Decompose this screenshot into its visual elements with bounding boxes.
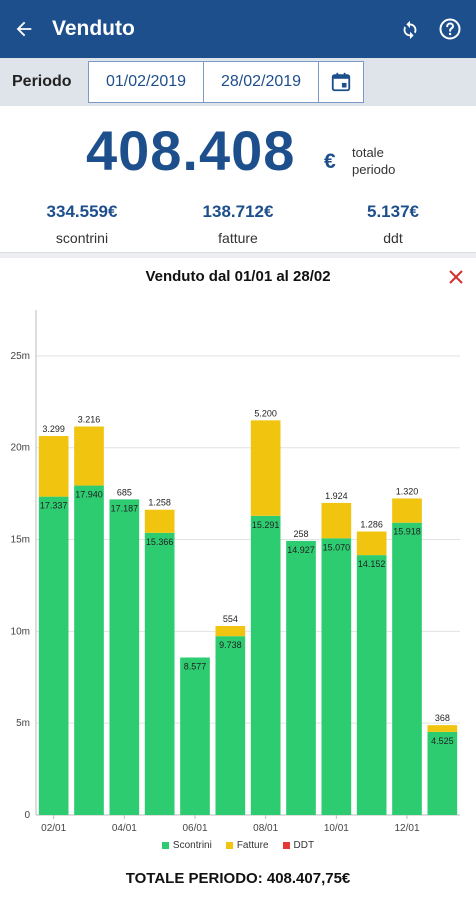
data-label-scontrini: 4.525 xyxy=(431,736,454,746)
data-label-fatture: 3.216 xyxy=(78,414,101,424)
data-label-scontrini: 15.366 xyxy=(146,537,174,547)
data-label-fatture: 258 xyxy=(293,529,308,539)
refresh-icon xyxy=(403,20,417,40)
refresh-button[interactable] xyxy=(390,0,430,58)
data-label-fatture: 5.200 xyxy=(254,408,277,418)
bar-scontrini xyxy=(356,555,387,815)
stacked-bar-chart: 0 5m 10m 15m 20m 25m 17.337 3.299 17.940 3.216 17.… xyxy=(11,310,460,834)
chart-title: Venduto dal 01/01 al 28/02 xyxy=(145,268,331,285)
bar-scontrini xyxy=(286,540,316,815)
y-tick-label: 10m xyxy=(11,626,30,637)
subtotal-value: 334.559€ xyxy=(46,202,118,221)
subtotal-fatture: 138.712€ fatture xyxy=(163,202,313,246)
subtotal-label: ddt xyxy=(383,230,403,246)
data-label-fatture: 685 xyxy=(117,487,132,497)
subtotal-value: 138.712€ xyxy=(202,202,274,221)
calendar-icon xyxy=(331,72,351,92)
y-tick-label: 0 xyxy=(24,810,30,821)
x-tick-label: 02/01 xyxy=(41,823,66,834)
data-label-fatture: 1.286 xyxy=(360,520,383,530)
data-label-scontrini: 17.940 xyxy=(75,490,103,500)
y-tick-label: 5m xyxy=(16,718,30,729)
x-tick-label: 04/01 xyxy=(112,823,137,834)
period-bar: Periodo xyxy=(0,58,476,106)
data-label-fatture: 368 xyxy=(435,713,450,723)
bar-fatture xyxy=(321,502,352,539)
period-total-footer: TOTALE PERIODO: 408.407,75€ xyxy=(125,870,351,887)
total-value: 408.408 xyxy=(86,119,296,182)
chart-legend: Scontrini Fatture DDT xyxy=(0,840,476,851)
y-tick-label: 15m xyxy=(11,535,30,546)
x-tick-label: 12/01 xyxy=(394,823,419,834)
data-label-scontrini: 15.070 xyxy=(323,542,351,552)
help-icon xyxy=(439,18,461,40)
bar-scontrini xyxy=(38,496,69,815)
legend-item-scontrini: Scontrini xyxy=(161,840,212,851)
data-label-scontrini: 15.291 xyxy=(252,520,280,530)
section-divider xyxy=(0,252,476,258)
data-label-fatture: 1.924 xyxy=(325,491,348,501)
total-label: totale periodo xyxy=(352,145,396,177)
app-bar: Venduto xyxy=(0,0,476,58)
data-label-fatture: 3.299 xyxy=(42,424,65,434)
bar-scontrini xyxy=(74,485,104,815)
data-label-scontrini: 9.738 xyxy=(219,640,242,650)
y-tick-label: 25m xyxy=(11,351,30,362)
x-tick-label: 10/01 xyxy=(324,823,349,834)
bar-scontrini xyxy=(392,522,422,815)
data-label-scontrini: 14.927 xyxy=(287,545,315,555)
data-label-fatture: 1.320 xyxy=(396,486,419,496)
close-chart-button[interactable] xyxy=(444,265,468,289)
legend-swatch xyxy=(225,842,233,849)
data-label-scontrini: 8.577 xyxy=(184,661,207,671)
legend-item-ddt: DDT xyxy=(282,840,314,851)
data-label-scontrini: 17.187 xyxy=(111,503,139,513)
subtotal-value: 5.137€ xyxy=(367,202,419,221)
data-label-scontrini: 15.918 xyxy=(393,527,421,537)
data-label-scontrini: 17.337 xyxy=(40,501,68,511)
help-button[interactable] xyxy=(430,0,470,58)
subtotal-ddt: 5.137€ ddt xyxy=(318,202,468,246)
date-from-input[interactable] xyxy=(88,61,204,103)
bar-fatture xyxy=(250,420,281,516)
bar-scontrini xyxy=(427,731,458,815)
legend-swatch xyxy=(161,842,169,849)
bar-fatture xyxy=(74,426,104,486)
data-label-fatture: 1.258 xyxy=(148,498,171,508)
bar-scontrini xyxy=(144,532,175,815)
x-tick-label: 08/01 xyxy=(253,823,278,834)
bar-scontrini xyxy=(215,636,246,815)
bar-fatture xyxy=(427,725,458,732)
total-summary: 408.408 € totale periodo xyxy=(0,112,476,190)
total-currency: € xyxy=(324,150,336,173)
page-title: Venduto xyxy=(52,17,135,40)
data-label-fatture: 554 xyxy=(223,614,238,624)
legend-item-fatture: Fatture xyxy=(225,840,269,851)
x-tick-label: 06/01 xyxy=(182,823,207,834)
arrow-left-icon xyxy=(16,21,32,37)
bar-fatture xyxy=(38,436,69,497)
bar-fatture xyxy=(392,498,422,523)
bar-scontrini xyxy=(250,515,281,815)
calendar-button[interactable] xyxy=(318,61,364,103)
bar-fatture xyxy=(144,509,175,533)
subtotal-label: fatture xyxy=(218,230,258,246)
subtotal-label: scontrini xyxy=(55,230,109,246)
bar-fatture xyxy=(215,626,246,637)
y-tick-label: 20m xyxy=(11,443,30,454)
subtotal-scontrini: 334.559€ scontrini xyxy=(7,202,157,246)
date-to-input[interactable] xyxy=(203,61,319,103)
bar-scontrini xyxy=(180,657,210,815)
data-label-scontrini: 14.152 xyxy=(358,559,386,569)
bar-scontrini xyxy=(321,538,352,815)
bar-scontrini xyxy=(109,499,140,815)
legend-swatch xyxy=(282,842,290,849)
period-label: Periodo xyxy=(12,73,72,90)
close-icon xyxy=(449,270,463,284)
bar-fatture xyxy=(356,531,387,556)
back-button[interactable] xyxy=(2,0,46,58)
